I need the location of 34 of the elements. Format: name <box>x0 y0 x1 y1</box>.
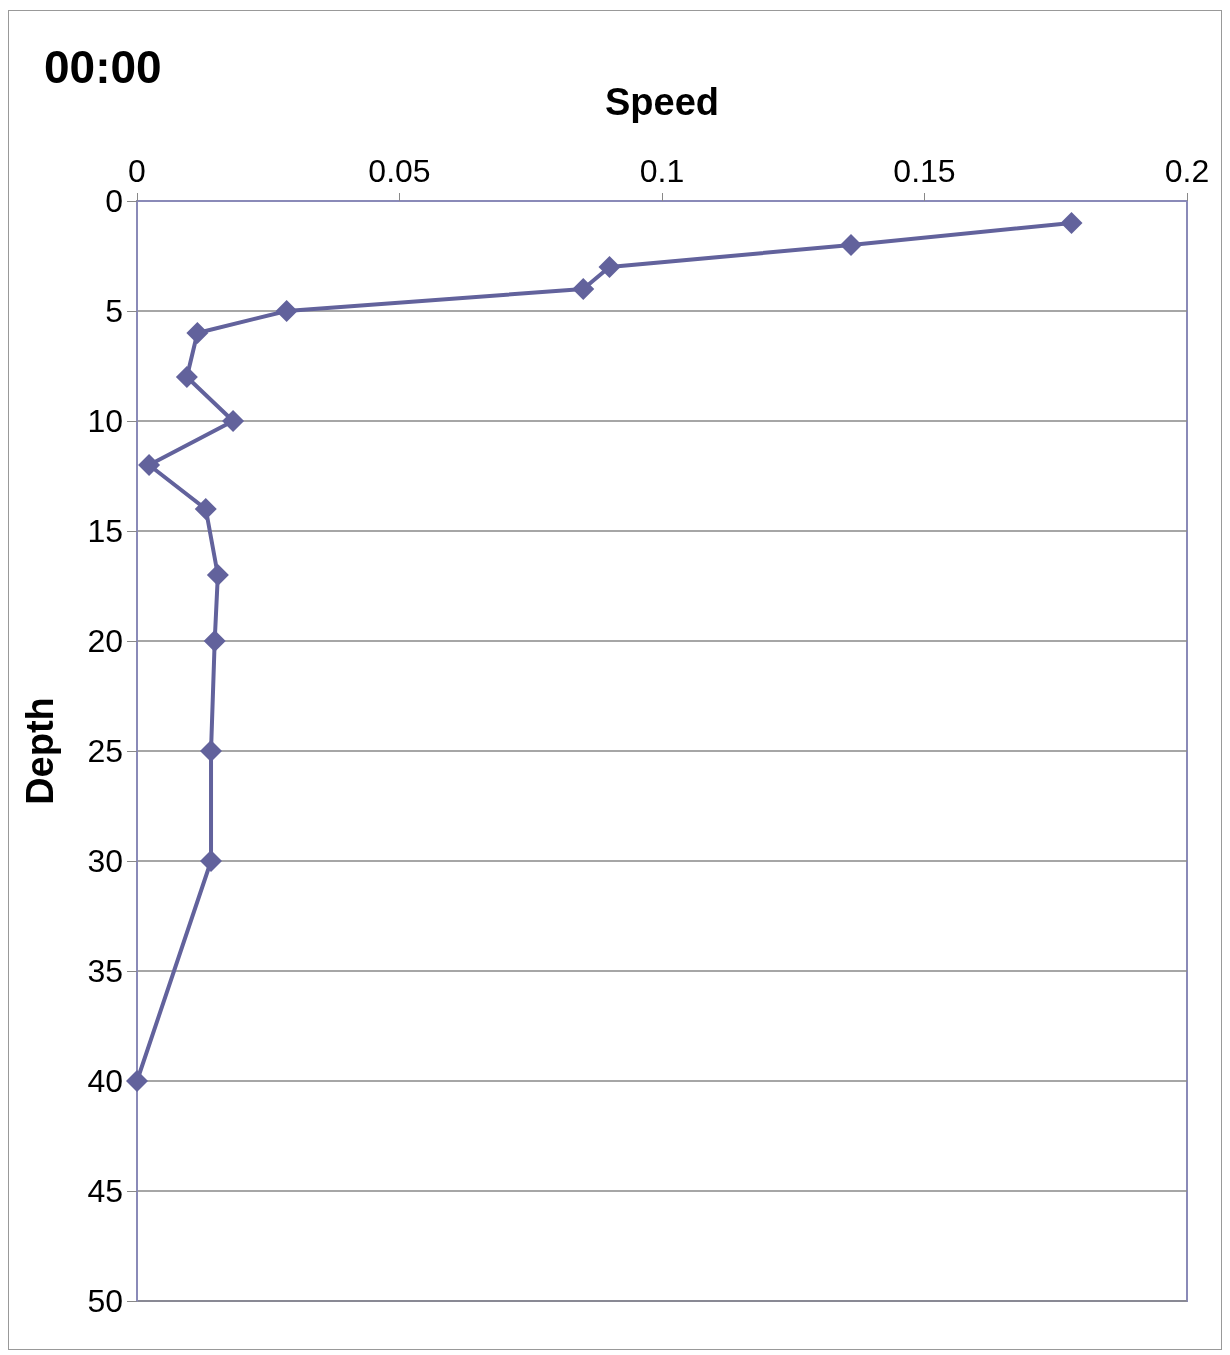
y-tick-label: 5 <box>105 293 123 329</box>
point <box>275 300 298 322</box>
y-tick-label: 35 <box>87 953 123 989</box>
x-tick-label: 0.2 <box>1164 153 1210 189</box>
point <box>200 850 223 872</box>
y-tick-label: 0 <box>105 183 123 219</box>
y-tick-label: 15 <box>87 513 123 549</box>
x-tick-label: 0.1 <box>639 153 685 189</box>
point <box>840 234 862 256</box>
y-tick-label: 30 <box>87 843 123 879</box>
point <box>186 322 209 344</box>
x-tick-label: 0 <box>128 153 146 189</box>
point <box>222 410 245 432</box>
point <box>126 1070 148 1092</box>
x-axis-title: Speed <box>604 81 720 123</box>
x-tick-label: 0.15 <box>893 153 956 189</box>
y-tick-label: 45 <box>87 1173 123 1209</box>
x-tick-label: 0.05 <box>368 153 431 189</box>
point <box>138 454 161 476</box>
point <box>175 366 198 388</box>
chart-title: 00:00 <box>44 41 162 93</box>
point <box>203 630 226 652</box>
y-tick-label: 40 <box>87 1063 123 1099</box>
point <box>206 564 229 586</box>
y-axis-title: Depth <box>19 697 61 805</box>
y-tick-label: 50 <box>87 1283 123 1319</box>
point <box>200 740 223 762</box>
point <box>572 278 595 300</box>
point <box>194 498 217 520</box>
y-tick-label: 10 <box>87 403 123 439</box>
point <box>598 256 621 278</box>
y-tick-label: 25 <box>87 733 123 769</box>
y-tick-label: 20 <box>87 623 123 659</box>
point <box>1060 212 1083 234</box>
